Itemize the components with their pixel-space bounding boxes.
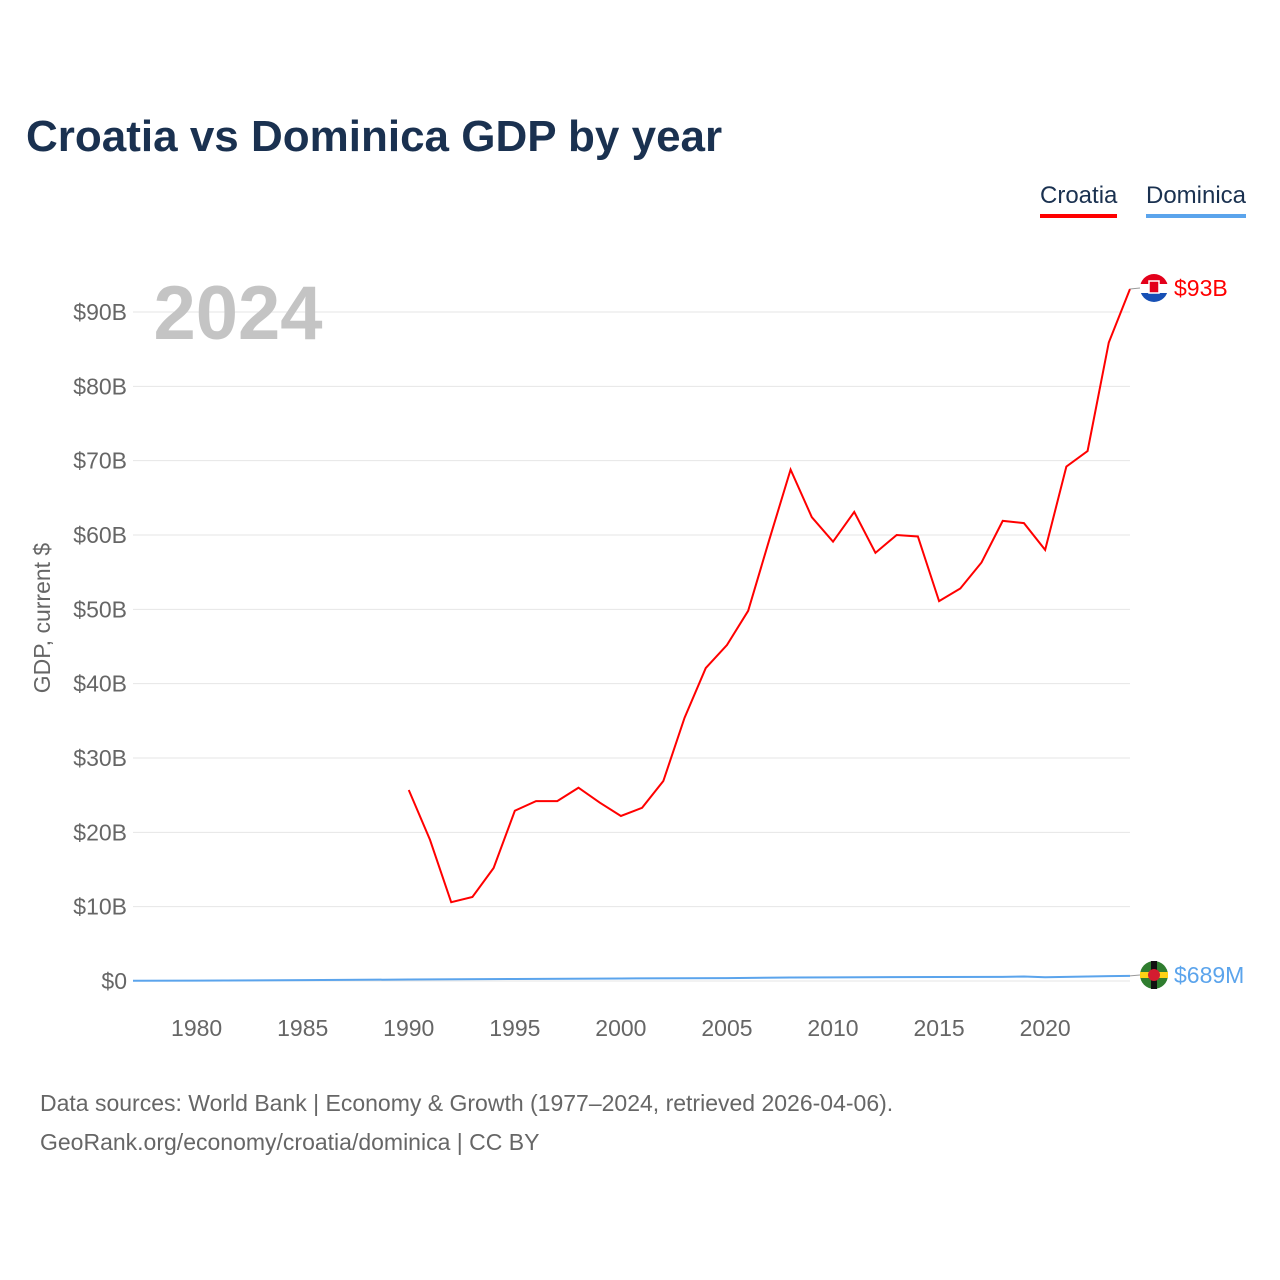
x-tick-label: 2000 [595,1015,646,1041]
end-connector [1129,974,1141,977]
y-tick-label: $90B [73,299,127,325]
footer-link[interactable]: GeoRank.org/economy/croatia/dominica | C… [40,1129,540,1155]
footer: Data sources: World Bank | Economy & Gro… [40,1084,893,1162]
x-tick-label: 2020 [1020,1015,1071,1041]
legend-dominica[interactable]: Dominica [1146,182,1247,218]
year-watermark: 2024 [153,271,322,356]
x-tick-label: 2015 [913,1015,964,1041]
y-tick-label: $10B [73,894,127,920]
y-tick-label: $60B [73,522,127,548]
y-tick-label: $20B [73,819,127,845]
y-axis-label: GDP, current $ [29,543,55,694]
y-tick-label: $30B [73,745,127,771]
y-tick-label: $40B [73,671,127,697]
x-tick-label: 2005 [701,1015,752,1041]
dominica-flag-icon [1140,961,1168,989]
y-tick-label: $70B [73,448,127,474]
x-tick-label: 1985 [277,1015,328,1041]
x-tick-label: 2010 [807,1015,858,1041]
y-tick-label: $0 [101,968,127,994]
x-tick-label: 1980 [171,1015,222,1041]
chart-title: Croatia vs Dominica GDP by year [26,112,723,161]
end-value-label: $93B [1174,275,1228,301]
end-value-label: $689M [1174,962,1244,988]
x-tick-label: 1995 [489,1015,540,1041]
y-tick-label: $50B [73,596,127,622]
footer-sources: Data sources: World Bank | Economy & Gro… [40,1090,894,1116]
series-line-croatia [407,288,1131,904]
x-tick-label: 1990 [383,1015,434,1041]
croatia-flag-icon [1140,274,1168,302]
series-line-dominica [132,974,1131,982]
legend-croatia[interactable]: Croatia [1040,182,1118,218]
y-tick-label: $80B [73,373,127,399]
end-connector [1129,287,1141,290]
